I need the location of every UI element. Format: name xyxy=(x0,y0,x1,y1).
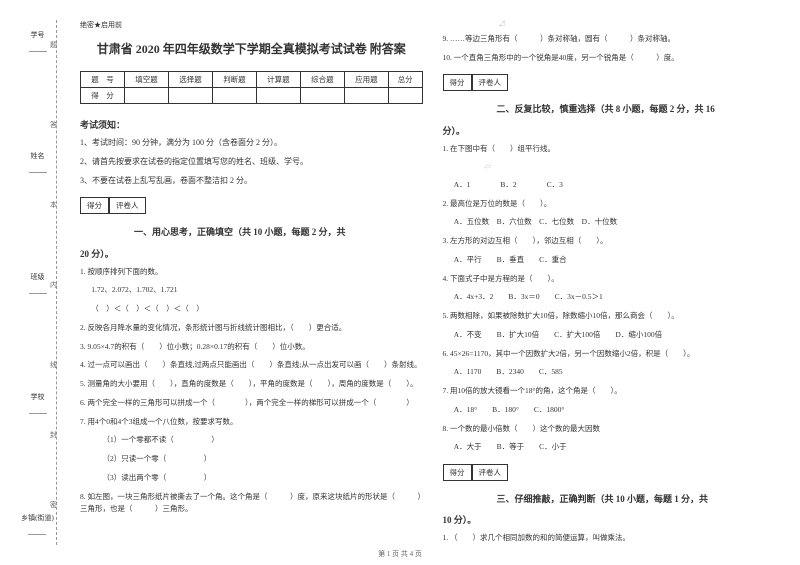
section1-end: 20 分）。 xyxy=(80,247,423,260)
seal-mark: 封 xyxy=(50,430,57,440)
q3: 3. 9.05×4.7的积有（ ）位小数；0.28×0.17的积有（ ）位小数。 xyxy=(80,341,423,354)
seal-mark: 本 xyxy=(50,200,57,210)
s2q8: 8. 一个数的最小倍数（ ）这个数的最大因数 xyxy=(443,423,786,436)
notice-item: 3、不要在试卷上乱写乱画，卷面不整洁扣 2 分。 xyxy=(80,175,423,188)
section1-title: 一、用心思考，正确填空（共 10 小题，每题 2 分，共 xyxy=(80,224,423,240)
q7b: （2）只读一个零（ ） xyxy=(80,453,423,466)
q7a: （1）一个零都不读（ ） xyxy=(80,434,423,447)
s2q3: 3. 左方形的对边互相（ ），邻边互相（ ）。 xyxy=(443,235,786,248)
right-column: 67° 46° 9. ……等边三角形有（ ）条对称轴，圆有（ ）条对称轴。 10… xyxy=(443,20,786,545)
s2q4: 4. 下面式子中是方程的是（ ）。 xyxy=(443,273,786,286)
seal-mark: 答 xyxy=(50,120,57,130)
q2: 2. 反映各月降水量的变化情况，条形统计图与折线统计图相比，（ ）更合适。 xyxy=(80,322,423,335)
parallelogram-diagram xyxy=(463,165,513,168)
section3-title: 三、仔细推敲，正确判断（共 10 小题，每题 1 分，共 xyxy=(443,491,786,507)
section3-end: 10 分）。 xyxy=(443,513,786,526)
q1-nums: 1.72、2.072、1.702、1.721 xyxy=(80,284,423,297)
q8: 8. 如左图，一块三角形纸片被撕去了一个角。这个角是（ ）度，原来这块纸片的形状… xyxy=(80,491,423,517)
margin-label: 姓名 xyxy=(31,151,45,161)
s2q2-opts: A．五位数 B．六位数 C．七位数 D．十位数 xyxy=(443,216,786,229)
notice-title: 考试须知： xyxy=(80,118,423,131)
s2q3-opts: A．平行 B．垂直 C．重合 xyxy=(443,254,786,267)
page-footer: 第 1 页 共 4 页 xyxy=(0,549,800,559)
s2q8-opts: A．大于 B．等于 C．小于 xyxy=(443,441,786,454)
q1: 1. 按顺序排列下面的数。 xyxy=(80,266,423,279)
exam-title: 甘肃省 2020 年四年级数学下学期全真模拟考试试卷 附答案 xyxy=(80,40,423,57)
s2q5-opts: A．不变 B．扩大10倍 C．扩大100倍 D．缩小100倍 xyxy=(443,329,786,342)
svg-text:67°: 67° xyxy=(503,20,505,23)
triangle-diagram: 67° 46° xyxy=(473,20,533,27)
s2q1-opts: A．1 B．2 C．3 xyxy=(443,179,786,192)
s2q7: 7. 用10倍的放大镜看一个18°的角，这个角是（ ）。 xyxy=(443,385,786,398)
section2-title: 二、反复比较，慎重选择（共 8 小题，每题 2 分，共 16 xyxy=(443,101,786,117)
margin-label: 学号 xyxy=(31,30,45,40)
left-column: 绝密★启用前 甘肃省 2020 年四年级数学下学期全真模拟考试试卷 附答案 题 … xyxy=(80,20,423,545)
margin-label: 乡镇(街道) xyxy=(21,513,54,523)
seal-mark: 线 xyxy=(50,360,57,370)
margin-label: 学校 xyxy=(31,392,45,402)
q7c: （3）读出两个零（ ） xyxy=(80,472,423,485)
q10: 10. 一个直角三角形中的一个锐角是40度，另一个锐角是（ ）度。 xyxy=(443,52,786,65)
s2q6-opts: A．1170 B．2340 C．585 xyxy=(443,366,786,379)
s2q7-opts: A．18° B．180° C．1800° xyxy=(443,404,786,417)
grade-box: 得分评卷人 xyxy=(443,464,786,481)
q6: 6. 两个完全一样的三角形可以拼成一个（ ），两个完全一样的梯形可以拼成一个（ … xyxy=(80,397,423,410)
s2q4-opts: A．4x+3．2 B．3x＝0 C．3x－0.5＞1 xyxy=(443,291,786,304)
seal-mark: 内 xyxy=(50,280,57,290)
notice-item: 1、考试时间：90 分钟，满分为 100 分（含卷面分 2 分）。 xyxy=(80,137,423,150)
notice-item: 2、请首先按要求在试卷的指定位置填写您的姓名、班级、学号。 xyxy=(80,156,423,169)
s2q5: 5. 两数相除，如果被除数扩大10倍，除数缩小10倍，那么商会（ ）。 xyxy=(443,310,786,323)
section2-end: 分）。 xyxy=(443,124,786,137)
s2q1: 1. 在下图中有（ ）组平行线。 xyxy=(443,143,786,156)
q1-blanks: （ ）＜（ ）＜（ ）＜（ ） xyxy=(80,303,423,316)
s2q2: 2. 最高位是万位的数是（ ）。 xyxy=(443,198,786,211)
q9: 9. ……等边三角形有（ ）条对称轴，圆有（ ）条对称轴。 xyxy=(443,33,786,46)
svg-text:46°: 46° xyxy=(500,24,502,27)
seal-mark: 题 xyxy=(50,40,57,50)
grade-box: 得分评卷人 xyxy=(443,74,786,91)
grade-box: 得分评卷人 xyxy=(80,197,423,214)
margin-label: 班级 xyxy=(31,272,45,282)
s3q1: 1. （ ）求几个相同加数的和的简便运算，叫做乘法。 xyxy=(443,532,786,545)
secret-tag: 绝密★启用前 xyxy=(80,20,423,30)
q4: 4. 过一点可以画出（ ）条直线,过两点只能画出（ ）条直线;从一点出发可以画（… xyxy=(80,359,423,372)
seal-mark: 密 xyxy=(50,500,57,510)
q7: 7. 用4个0和4个3组成一个八位数，按要求写数。 xyxy=(80,416,423,429)
score-table: 题 号填空题选择题判断题计算题综合题应用题总分 得 分 xyxy=(80,71,423,104)
q5: 5. 测量角的大小要用（ ），直角的度数是（ ），平角的度数是（ ），周角的度数… xyxy=(80,378,423,391)
s2q6: 6. 45×26=1170，其中一个因数扩大2倍，另一个因数缩小2倍，积是（ ）… xyxy=(443,348,786,361)
